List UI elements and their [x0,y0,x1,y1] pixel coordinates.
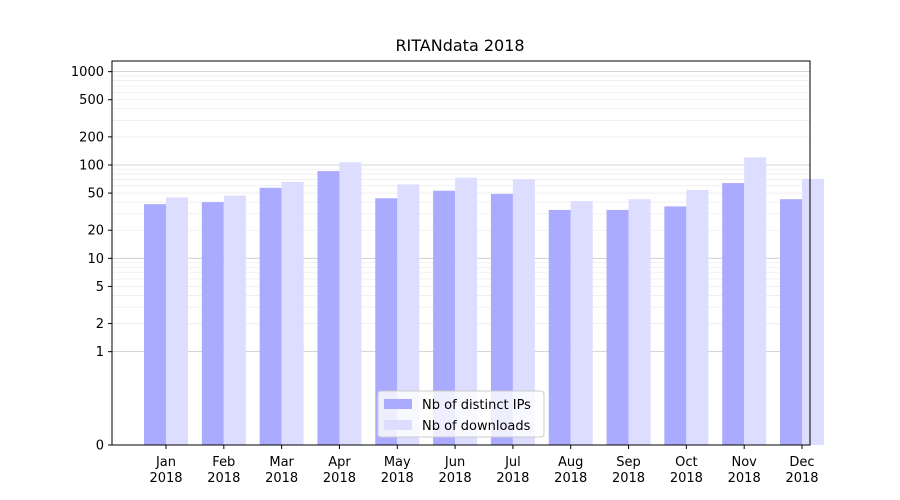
y-tick-label: 500 [79,93,104,108]
bar-downloads [166,197,188,445]
x-tick-label: Jun 2018 [439,455,472,486]
bar-distinct-ips [548,209,571,445]
y-tick-label: 20 [87,224,104,239]
legend-swatch [384,420,412,430]
bar-downloads [223,195,246,445]
y-tick-label: 200 [79,130,104,145]
bar-downloads [512,179,535,445]
bar-downloads [744,157,767,445]
bar-downloads [281,181,304,445]
x-tick-label: Mar 2018 [265,455,298,486]
x-tick-label: Oct 2018 [670,455,703,486]
y-tick-label: 1000 [71,65,104,80]
x-tick-label: Jul 2018 [496,455,529,486]
x-tick-label: Nov 2018 [728,455,761,486]
bar-distinct-ips [317,171,340,445]
legend-label: Nb of distinct IPs [422,398,531,413]
bar-distinct-ips [144,204,166,445]
y-tick-label: 2 [96,317,104,332]
bar-downloads [628,199,651,445]
bar-distinct-ips [433,190,456,445]
legend: Nb of distinct IPs Nb of downloads [377,390,545,438]
x-tick-label: Apr 2018 [323,455,356,486]
bar-downloads [570,201,593,445]
ticks-layer: 0 1 2 5 10 20 50 100 200 500 1000 Jan 2018 Feb 2018 Mar… [71,65,819,486]
x-tick-label: Aug 2018 [554,455,587,486]
bar-distinct-ips [606,209,629,445]
y-tick-label: 1 [96,345,104,360]
bar-distinct-ips [722,183,745,446]
bar-downloads [339,162,362,445]
bars-layer [144,157,824,446]
y-tick-label: 10 [87,252,104,267]
chart-title: RITANdata 2018 [395,36,524,55]
legend-box [377,390,545,438]
bar-distinct-ips [375,198,398,445]
y-tick-label: 100 [79,158,104,173]
bar-downloads [455,177,478,445]
y-tick-label: 50 [87,187,104,202]
bar-downloads [802,178,824,445]
bar-distinct-ips [664,206,687,445]
y-tick-label: 0 [96,439,104,454]
x-tick-label: Feb 2018 [207,455,240,486]
x-tick-label: Dec 2018 [785,455,818,486]
x-tick-label: Sep 2018 [612,455,645,486]
bar-distinct-ips [259,187,282,445]
x-tick-label: Jan 2018 [149,455,182,486]
legend-swatch [384,399,412,409]
bar-downloads [686,189,709,445]
bar-distinct-ips [490,193,513,445]
bar-distinct-ips [780,199,802,445]
bar-distinct-ips [201,202,224,445]
y-tick-label: 5 [96,280,104,295]
axes-layer [111,60,811,446]
bar-downloads [397,184,420,445]
legend-label: Nb of downloads [422,419,531,434]
x-tick-label: May 2018 [381,455,414,486]
plot-frame [111,60,811,446]
